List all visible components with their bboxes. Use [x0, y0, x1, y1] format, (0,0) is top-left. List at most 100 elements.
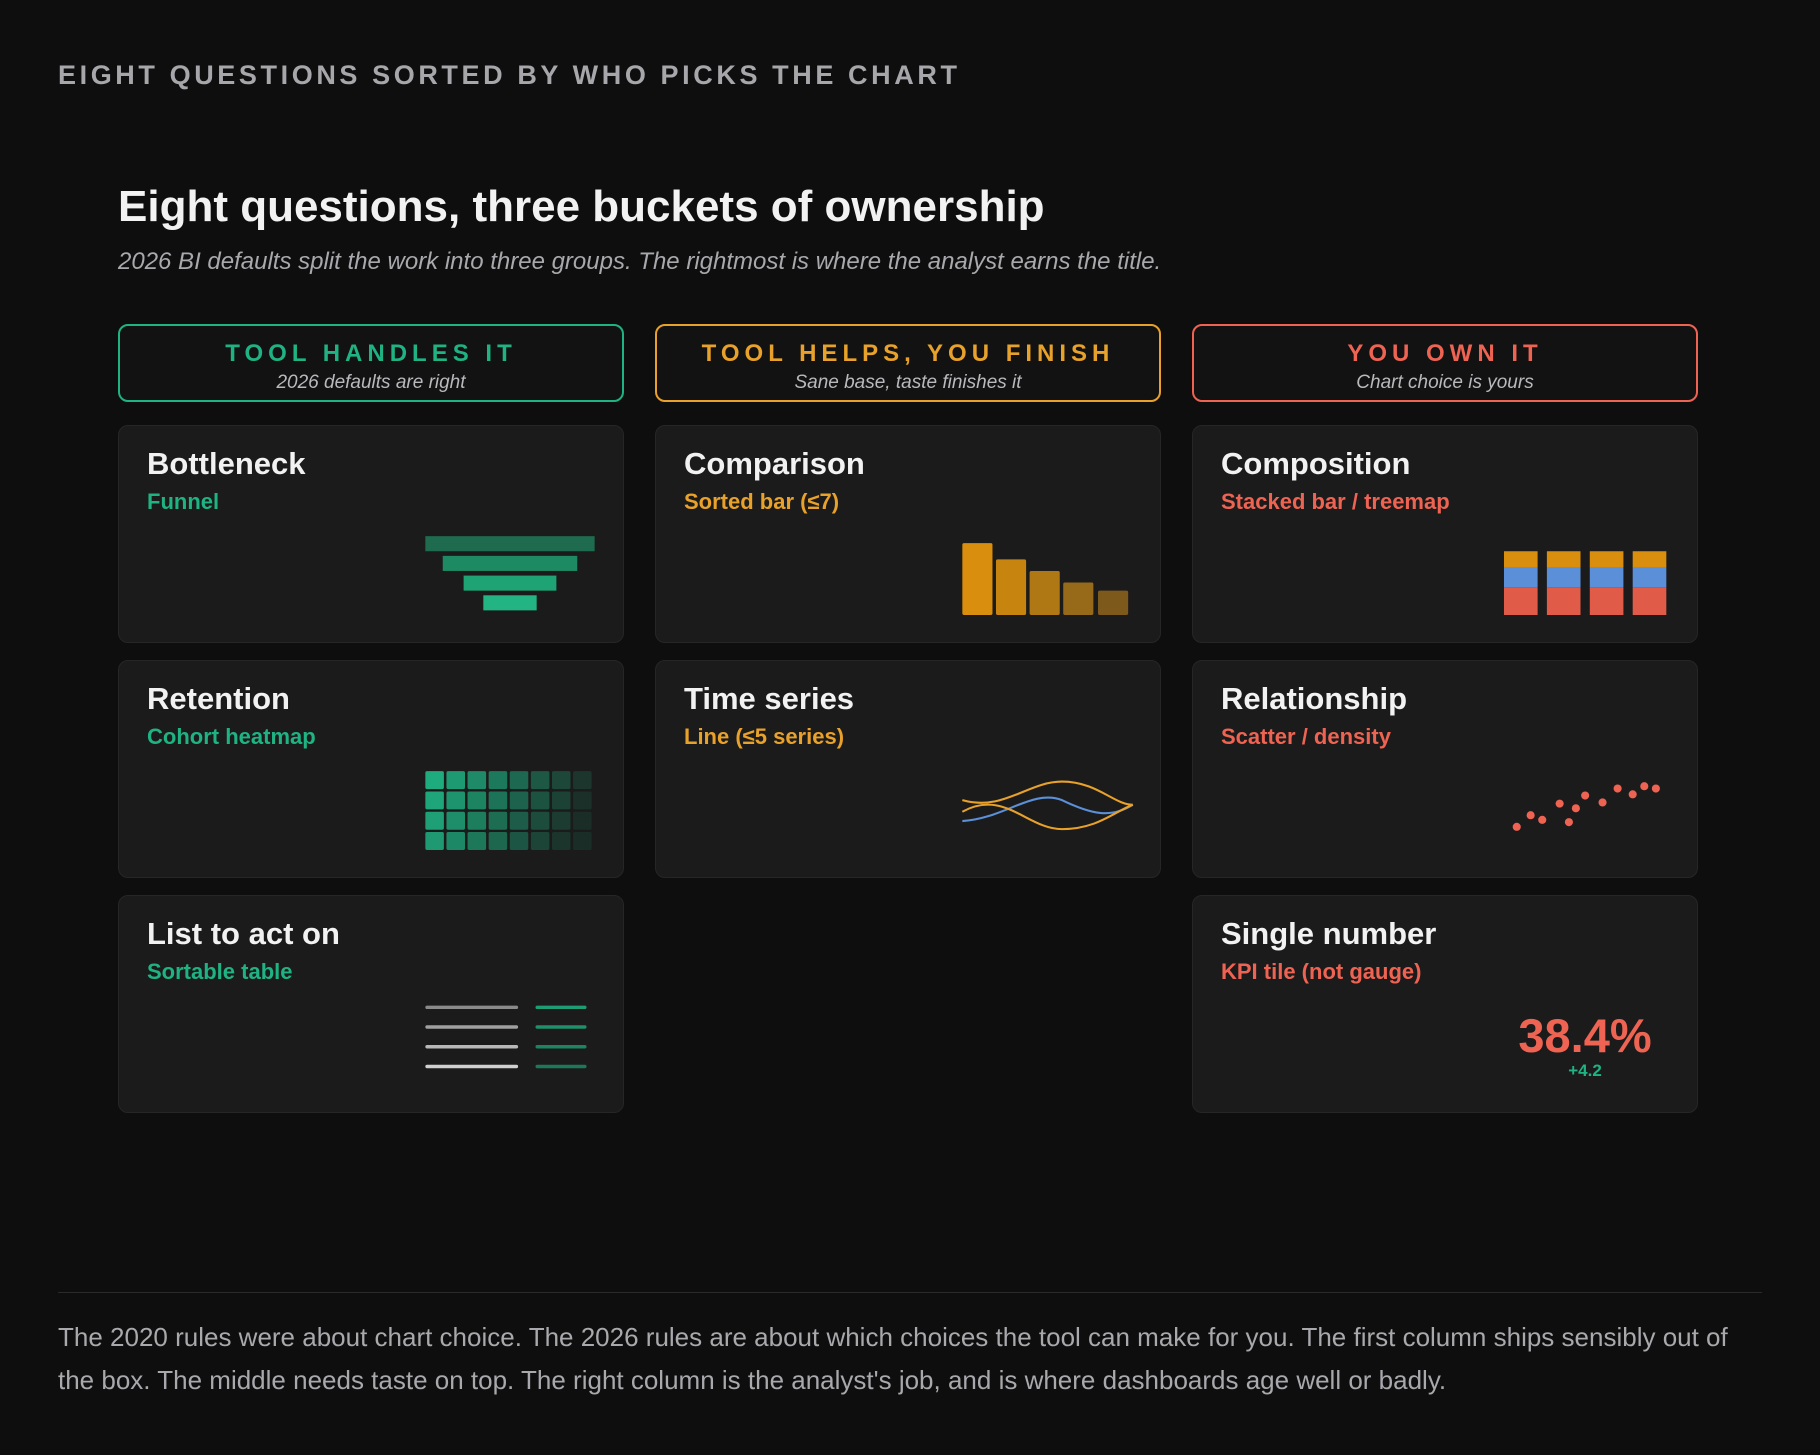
icon-shape	[573, 832, 592, 851]
card-chart: Sortable table	[147, 959, 293, 984]
icon-shape	[535, 1005, 587, 1010]
icon-shape	[535, 1064, 587, 1069]
icon-shape	[551, 771, 571, 790]
card-title: Relationship	[1221, 681, 1408, 716]
icon-shape	[962, 543, 993, 616]
icon-shape	[1613, 784, 1622, 793]
icon-shape	[446, 771, 465, 790]
icon-shape	[425, 1025, 519, 1029]
footer: The 2020 rules were about chart choice. …	[58, 1322, 1728, 1395]
icon-shape	[530, 791, 550, 810]
icon-shape	[962, 780, 1133, 806]
icon-shape	[1632, 587, 1667, 616]
title: Eight questions, three buckets of owners…	[118, 182, 1045, 231]
icon-shape	[1571, 804, 1580, 813]
icon-shape	[425, 1045, 519, 1049]
icon-shape	[551, 832, 571, 851]
card-title: Composition	[1221, 446, 1411, 481]
icon-shape	[1564, 818, 1573, 827]
icon-shape	[488, 791, 508, 810]
card-title: Comparison	[684, 446, 865, 481]
icon-shape	[995, 559, 1027, 616]
icon-shape	[573, 771, 592, 790]
icon-shape	[467, 791, 487, 810]
chart-icon	[425, 771, 592, 851]
question-card: Relationship Scatter / density	[1192, 660, 1698, 878]
card-chart: Stacked bar / treemap	[1221, 489, 1450, 514]
column-subtitle: Chart choice is yours	[1356, 372, 1534, 393]
icon-shape	[535, 1025, 587, 1029]
icon-shape	[530, 811, 550, 830]
card-chart: Scatter / density	[1221, 724, 1391, 749]
icon-shape	[1503, 587, 1538, 616]
kicker: EIGHT QUESTIONS SORTED BY WHO PICKS THE …	[58, 60, 961, 90]
subtitle: 2026 BI defaults split the work into thr…	[118, 248, 1162, 275]
card-chart: KPI tile (not gauge)	[1221, 959, 1422, 984]
column-subtitle: Sane base, taste finishes it	[794, 372, 1022, 393]
icon-shape	[1546, 587, 1581, 616]
kpi-delta: +4.2	[1568, 1061, 1602, 1080]
question-card: Retention Cohort heatmap	[118, 660, 624, 878]
icon-shape	[1598, 798, 1607, 807]
card-title: Time series	[684, 681, 855, 716]
icon-shape	[1589, 551, 1624, 568]
icon-shape	[509, 811, 529, 830]
card-title: List to act on	[147, 916, 340, 951]
icon-shape	[509, 832, 529, 851]
chart-icon	[425, 1005, 587, 1069]
icon-shape	[1628, 790, 1637, 799]
icon-shape	[961, 803, 1134, 831]
chart-icon	[962, 543, 1129, 616]
icon-shape	[509, 771, 529, 790]
icon-shape	[488, 771, 508, 790]
icon-shape	[425, 1064, 519, 1069]
icon-shape	[1555, 799, 1564, 808]
icon-shape	[467, 832, 487, 851]
icon-shape	[1538, 815, 1547, 824]
icon-shape	[1503, 567, 1538, 588]
chart-icon	[1512, 782, 1660, 831]
icon-shape	[425, 811, 444, 830]
icon-shape	[535, 1045, 587, 1049]
chart-icon	[425, 536, 595, 611]
question-card: List to act on Sortable table	[118, 895, 624, 1113]
question-card: Single number KPI tile (not gauge) 38.4% +4…	[1192, 895, 1698, 1113]
column: YOU OWN IT Chart choice is yours Compositi…	[1192, 324, 1698, 1113]
card-chart: Line (≤5 series)	[684, 724, 845, 749]
card-chart: Cohort heatmap	[147, 724, 316, 749]
icon-shape	[467, 771, 487, 790]
icon-shape	[425, 832, 444, 851]
icon-shape	[488, 811, 508, 830]
icon-shape	[1546, 551, 1581, 568]
column: TOOL HANDLES IT 2026 defaults are right Bo…	[118, 324, 624, 1113]
card-chart: Funnel	[147, 489, 220, 514]
column-title: TOOL HANDLES IT	[225, 340, 517, 367]
icon-shape	[442, 555, 578, 571]
icon-shape	[446, 791, 465, 810]
chart-icon	[1503, 551, 1667, 616]
question-card: Time series Line (≤5 series)	[655, 660, 1161, 878]
icon-shape	[1063, 582, 1094, 616]
card-chart: Sorted bar (≤7)	[684, 489, 840, 514]
icon-shape	[573, 811, 592, 830]
icon-shape	[1632, 551, 1667, 568]
icon-shape	[446, 811, 465, 830]
icon-shape	[509, 791, 529, 810]
icon-shape	[530, 771, 550, 790]
icon-shape	[962, 796, 1134, 823]
column-subtitle: 2026 defaults are right	[276, 372, 466, 393]
icon-shape	[463, 575, 557, 591]
kpi-value: 38.4%	[1518, 1009, 1652, 1062]
icon-shape	[1632, 567, 1667, 588]
icon-shape	[467, 811, 487, 830]
icon-shape	[425, 771, 444, 790]
question-card: Composition Stacked bar / treemap	[1192, 425, 1698, 643]
icon-shape	[1526, 811, 1535, 820]
icon-shape	[551, 811, 571, 830]
icon-shape	[425, 536, 595, 552]
column-header: TOOL HELPS, YOU FINISH Sane base, taste f…	[655, 324, 1161, 402]
icon-shape	[573, 791, 592, 810]
card-title: Single number	[1221, 916, 1437, 951]
icon-shape	[1503, 551, 1538, 568]
